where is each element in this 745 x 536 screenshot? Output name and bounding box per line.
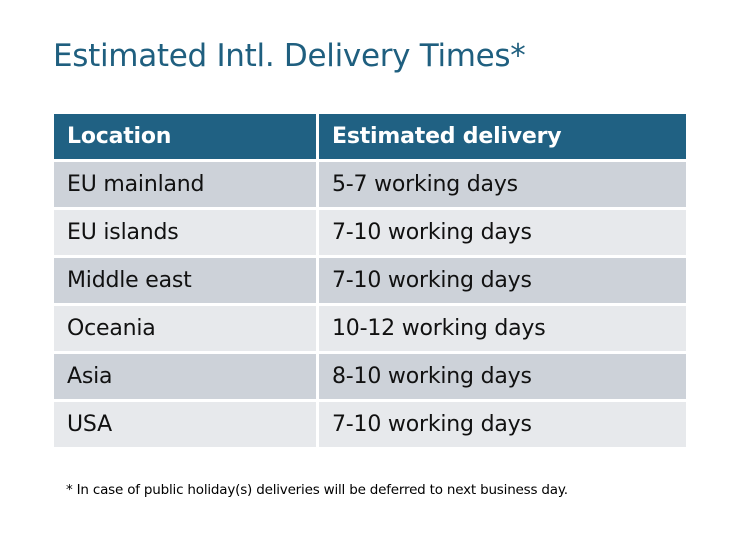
page-title: Estimated Intl. Delivery Times*	[53, 38, 526, 74]
table-row: Oceania 10-12 working days	[54, 306, 686, 351]
delivery-cell: 8-10 working days	[319, 354, 686, 399]
footnote: * In case of public holiday(s) deliverie…	[66, 482, 568, 498]
location-cell: Asia	[54, 354, 316, 399]
table-row: EU islands 7-10 working days	[54, 210, 686, 255]
delivery-cell: 7-10 working days	[319, 210, 686, 255]
table-row: Asia 8-10 working days	[54, 354, 686, 399]
delivery-table: Location Estimated delivery EU mainland …	[51, 111, 689, 450]
location-cell: EU mainland	[54, 162, 316, 207]
location-cell: Oceania	[54, 306, 316, 351]
table-row: USA 7-10 working days	[54, 402, 686, 447]
delivery-cell: 10-12 working days	[319, 306, 686, 351]
location-cell: Middle east	[54, 258, 316, 303]
delivery-cell: 7-10 working days	[319, 258, 686, 303]
column-header-estimated-delivery: Estimated delivery	[319, 114, 686, 159]
table-row: Middle east 7-10 working days	[54, 258, 686, 303]
table-header-row: Location Estimated delivery	[54, 114, 686, 159]
table-row: EU mainland 5-7 working days	[54, 162, 686, 207]
delivery-cell: 7-10 working days	[319, 402, 686, 447]
column-header-location: Location	[54, 114, 316, 159]
location-cell: EU islands	[54, 210, 316, 255]
delivery-cell: 5-7 working days	[319, 162, 686, 207]
location-cell: USA	[54, 402, 316, 447]
